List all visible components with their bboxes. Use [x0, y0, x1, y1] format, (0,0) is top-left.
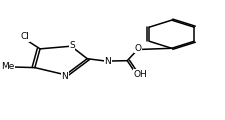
Text: N: N: [104, 57, 111, 66]
Text: Cl: Cl: [21, 32, 29, 41]
Text: Me: Me: [2, 62, 15, 71]
Text: O: O: [134, 44, 141, 53]
Text: OH: OH: [134, 70, 148, 79]
Text: S: S: [69, 41, 75, 50]
Text: N: N: [61, 72, 68, 81]
